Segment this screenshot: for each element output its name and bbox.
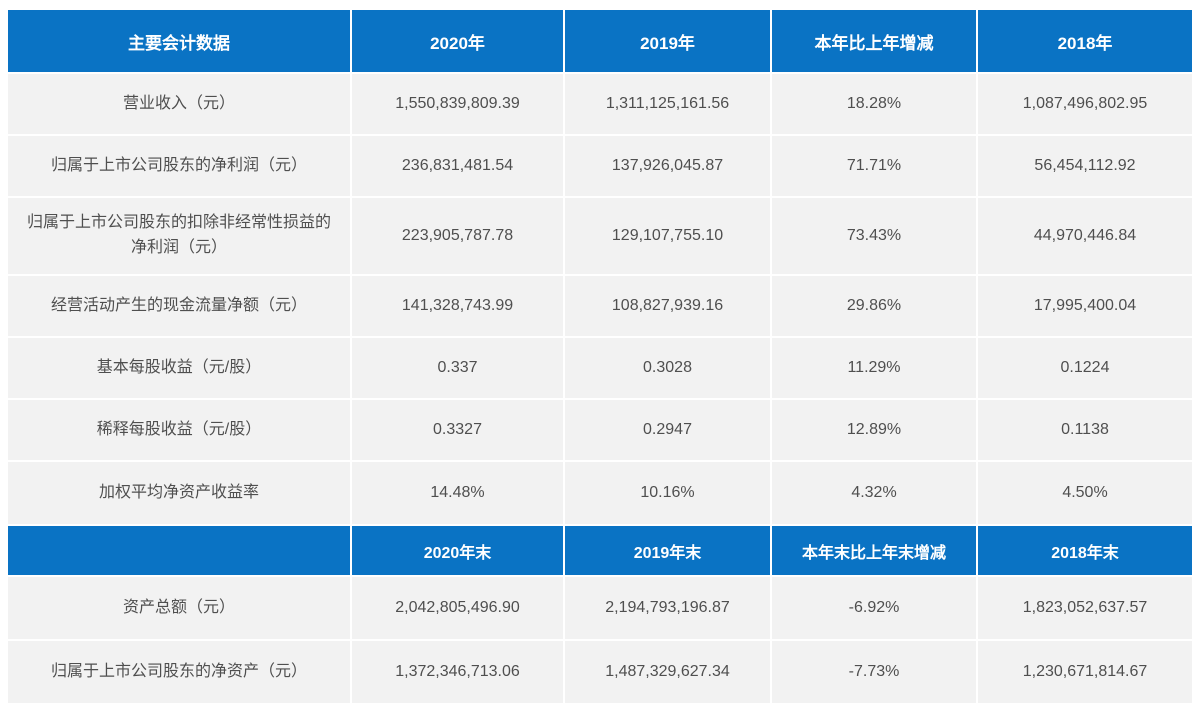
cell-value: 2,042,805,496.90 xyxy=(352,577,563,639)
cell-value: 129,107,755.10 xyxy=(565,198,770,274)
cell-value: 56,454,112.92 xyxy=(978,136,1192,196)
header-year-end-change: 本年末比上年末增减 xyxy=(772,526,976,575)
row-label: 归属于上市公司股东的净资产（元） xyxy=(8,641,350,703)
header-year-2019: 2019年 xyxy=(565,10,770,72)
row-label: 经营活动产生的现金流量净额（元） xyxy=(8,276,350,336)
cell-value: 73.43% xyxy=(772,198,976,274)
cell-value: 0.3327 xyxy=(352,400,563,460)
row-label: 资产总额（元） xyxy=(8,577,350,639)
year-end-header-row: 2020年末 2019年末 本年末比上年末增减 2018年末 xyxy=(8,526,1192,575)
key-accounting-data-table: 主要会计数据 2020年 2019年 本年比上年增减 2018年 营业收入（元）… xyxy=(6,8,1194,705)
cell-value: 0.337 xyxy=(352,338,563,398)
table-row-net-profit-excl-nonrecurring: 归属于上市公司股东的扣除非经常性损益的净利润（元） 223,905,787.78… xyxy=(8,198,1192,274)
table-row-total-assets: 资产总额（元） 2,042,805,496.90 2,194,793,196.8… xyxy=(8,577,1192,639)
table-row-basic-eps: 基本每股收益（元/股） 0.337 0.3028 11.29% 0.1224 xyxy=(8,338,1192,398)
table-row-operating-cash-flow: 经营活动产生的现金流量净额（元） 141,328,743.99 108,827,… xyxy=(8,276,1192,336)
cell-value: 1,372,346,713.06 xyxy=(352,641,563,703)
row-label: 稀释每股收益（元/股） xyxy=(8,400,350,460)
cell-value: 1,230,671,814.67 xyxy=(978,641,1192,703)
cell-value: 44,970,446.84 xyxy=(978,198,1192,274)
cell-value: 1,087,496,802.95 xyxy=(978,74,1192,134)
table-row-weighted-avg-roe: 加权平均净资产收益率 14.48% 10.16% 4.32% 4.50% xyxy=(8,462,1192,524)
cell-value: 0.2947 xyxy=(565,400,770,460)
cell-value: 0.1138 xyxy=(978,400,1192,460)
cell-value: 17,995,400.04 xyxy=(978,276,1192,336)
header-yoy-change: 本年比上年增减 xyxy=(772,10,976,72)
cell-value: -6.92% xyxy=(772,577,976,639)
annual-header-row: 主要会计数据 2020年 2019年 本年比上年增减 2018年 xyxy=(8,10,1192,72)
table-row-operating-revenue: 营业收入（元） 1,550,839,809.39 1,311,125,161.5… xyxy=(8,74,1192,134)
table-row-net-profit: 归属于上市公司股东的净利润（元） 236,831,481.54 137,926,… xyxy=(8,136,1192,196)
cell-value: 0.3028 xyxy=(565,338,770,398)
cell-value: 71.71% xyxy=(772,136,976,196)
cell-value: 108,827,939.16 xyxy=(565,276,770,336)
cell-value: 29.86% xyxy=(772,276,976,336)
header-main-accounting-data: 主要会计数据 xyxy=(8,10,350,72)
row-label: 归属于上市公司股东的扣除非经常性损益的净利润（元） xyxy=(8,198,350,274)
cell-value: 141,328,743.99 xyxy=(352,276,563,336)
table-row-net-assets: 归属于上市公司股东的净资产（元） 1,372,346,713.06 1,487,… xyxy=(8,641,1192,703)
cell-value: 14.48% xyxy=(352,462,563,524)
cell-value: 0.1224 xyxy=(978,338,1192,398)
header-year-2018: 2018年 xyxy=(978,10,1192,72)
cell-value: 11.29% xyxy=(772,338,976,398)
row-label: 营业收入（元） xyxy=(8,74,350,134)
cell-value: 223,905,787.78 xyxy=(352,198,563,274)
header-end-2018: 2018年末 xyxy=(978,526,1192,575)
cell-value: 1,487,329,627.34 xyxy=(565,641,770,703)
row-label: 加权平均净资产收益率 xyxy=(8,462,350,524)
cell-value: 12.89% xyxy=(772,400,976,460)
header-end-2020: 2020年末 xyxy=(352,526,563,575)
cell-value: 2,194,793,196.87 xyxy=(565,577,770,639)
cell-value: 4.32% xyxy=(772,462,976,524)
row-label: 归属于上市公司股东的净利润（元） xyxy=(8,136,350,196)
cell-value: 236,831,481.54 xyxy=(352,136,563,196)
cell-value: 10.16% xyxy=(565,462,770,524)
cell-value: 4.50% xyxy=(978,462,1192,524)
header-empty xyxy=(8,526,350,575)
cell-value: 18.28% xyxy=(772,74,976,134)
cell-value: 1,311,125,161.56 xyxy=(565,74,770,134)
cell-value: 1,550,839,809.39 xyxy=(352,74,563,134)
row-label: 基本每股收益（元/股） xyxy=(8,338,350,398)
cell-value: -7.73% xyxy=(772,641,976,703)
header-year-2020: 2020年 xyxy=(352,10,563,72)
cell-value: 1,823,052,637.57 xyxy=(978,577,1192,639)
header-end-2019: 2019年末 xyxy=(565,526,770,575)
table-row-diluted-eps: 稀释每股收益（元/股） 0.3327 0.2947 12.89% 0.1138 xyxy=(8,400,1192,460)
cell-value: 137,926,045.87 xyxy=(565,136,770,196)
